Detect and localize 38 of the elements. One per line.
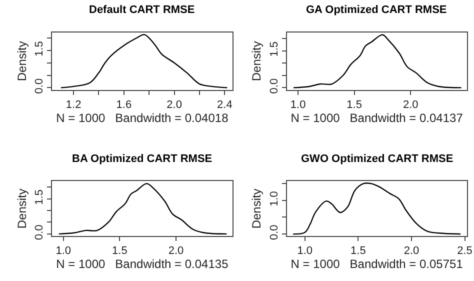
x-tick-label: 2.0 [404, 245, 420, 258]
x-tick-label: 1.5 [112, 245, 128, 258]
y-axis-title: Density [15, 41, 30, 82]
x-axis-title: N = 1000 Bandwidth = 0.04137 [290, 111, 464, 126]
x-tick-label: 1.0 [290, 99, 306, 112]
x-tick-label: 1.0 [56, 245, 72, 258]
chart-title: Default CART RMSE [89, 4, 195, 16]
chart-title: GWO Optimized CART RMSE [301, 153, 454, 165]
y-axis-title: Density [15, 188, 30, 229]
chart-title: BA Optimized CART RMSE [72, 153, 212, 165]
y-tick-label: 1.5 [268, 41, 280, 57]
x-tick-label: 1.5 [350, 245, 366, 258]
x-tick-label: 2.0 [166, 99, 182, 112]
x-tick-label: 1.5 [346, 99, 362, 112]
x-tick-label: 1.6 [116, 99, 132, 112]
x-tick-label: 1.2 [66, 99, 82, 112]
y-tick-label: 0.0 [268, 224, 280, 240]
y-axis-title: Density [250, 41, 264, 82]
line-series [58, 182, 228, 235]
line-series [292, 182, 462, 235]
x-tick-label: 2.0 [168, 245, 184, 258]
y-tick-label: 1.5 [34, 190, 46, 205]
line-series [292, 34, 462, 88]
y-tick-label: 0.0 [34, 224, 46, 240]
chart-title: GA Optimized CART RMSE [306, 4, 447, 16]
x-tick-label: 2.4 [217, 99, 232, 112]
x-axis-title: N = 1000 Bandwidth = 0.04135 [56, 257, 229, 272]
x-tick-label: 1.0 [297, 245, 313, 258]
y-axis-title: Density [250, 188, 264, 229]
y-tick-label: 1.0 [268, 191, 280, 206]
x-axis-title: N = 1000 Bandwidth = 0.04018 [56, 111, 229, 126]
x-axis-title: N = 1000 Bandwidth = 0.05751 [290, 257, 464, 272]
line-series [60, 34, 228, 88]
y-tick-label: 0.0 [268, 78, 280, 94]
x-tick-label: 2.0 [402, 99, 418, 112]
y-tick-label: 1.5 [34, 41, 46, 56]
x-tick-label: 2.5 [457, 245, 472, 258]
y-tick-label: 0.0 [34, 78, 46, 94]
